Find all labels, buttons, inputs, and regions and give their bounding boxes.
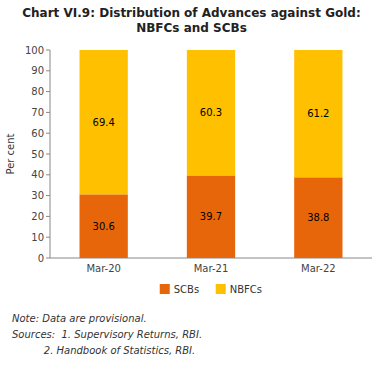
x-tick-label: Mar-20	[86, 263, 121, 274]
y-tick-label: 90	[31, 65, 44, 76]
y-tick	[46, 216, 50, 217]
y-tick-label: 50	[31, 149, 44, 160]
data-label: 69.4	[93, 117, 115, 128]
bar	[187, 50, 235, 175]
legend-swatch	[160, 284, 170, 294]
y-tick-label: 40	[31, 169, 44, 180]
y-tick	[46, 154, 50, 155]
y-tick-label: 20	[31, 211, 44, 222]
note: Sources: 1. Supervisory Returns, RBI.	[12, 329, 202, 340]
bar	[187, 175, 235, 258]
data-label: 60.3	[200, 107, 222, 118]
bar	[294, 50, 342, 177]
legend-label: NBFCs	[230, 284, 262, 295]
bar	[294, 177, 342, 258]
y-tick	[46, 174, 50, 175]
x-axis-line	[50, 258, 372, 259]
note: Note: Data are provisional.	[12, 313, 147, 324]
y-axis-label: Per cent	[5, 133, 16, 174]
bar	[80, 194, 128, 258]
bars	[80, 50, 343, 258]
y-tick-label: 30	[31, 190, 44, 201]
legend: SCBs NBFCs	[160, 284, 262, 295]
y-tick	[46, 133, 50, 134]
x-tick-label: Mar-22	[301, 263, 336, 274]
y-tick	[46, 91, 50, 92]
x-tick-label: Mar-21	[194, 263, 229, 274]
bar	[80, 50, 128, 194]
y-tick	[46, 195, 50, 196]
data-label: 30.6	[93, 221, 115, 232]
y-tick	[46, 50, 50, 51]
title-line: Chart VI.9: Distribution of Advances aga…	[22, 6, 361, 20]
data-label: 61.2	[307, 108, 329, 119]
y-tick	[46, 70, 50, 71]
y-tick-label: 0	[38, 253, 44, 264]
note: 2. Handbook of Statistics, RBI.	[12, 345, 195, 356]
data-label: 39.7	[200, 211, 222, 222]
y-tick	[46, 237, 50, 238]
legend-label: SCBs	[174, 284, 199, 295]
chart: Chart VI.9: Distribution of Advances aga…	[0, 0, 383, 385]
y-tick-label: 100	[25, 45, 44, 56]
y-tick	[46, 112, 50, 113]
title: Chart VI.9: Distribution of Advances aga…	[22, 6, 361, 35]
y-tick-label: 70	[31, 107, 44, 118]
data-label: 38.8	[307, 212, 329, 223]
y-tick-label: 80	[31, 86, 44, 97]
y-tick-label: 60	[31, 128, 44, 139]
y-tick	[46, 258, 50, 259]
title-line: NBFCs and SCBs	[136, 21, 247, 35]
legend-swatch	[216, 284, 226, 294]
y-tick-label: 10	[31, 232, 44, 243]
